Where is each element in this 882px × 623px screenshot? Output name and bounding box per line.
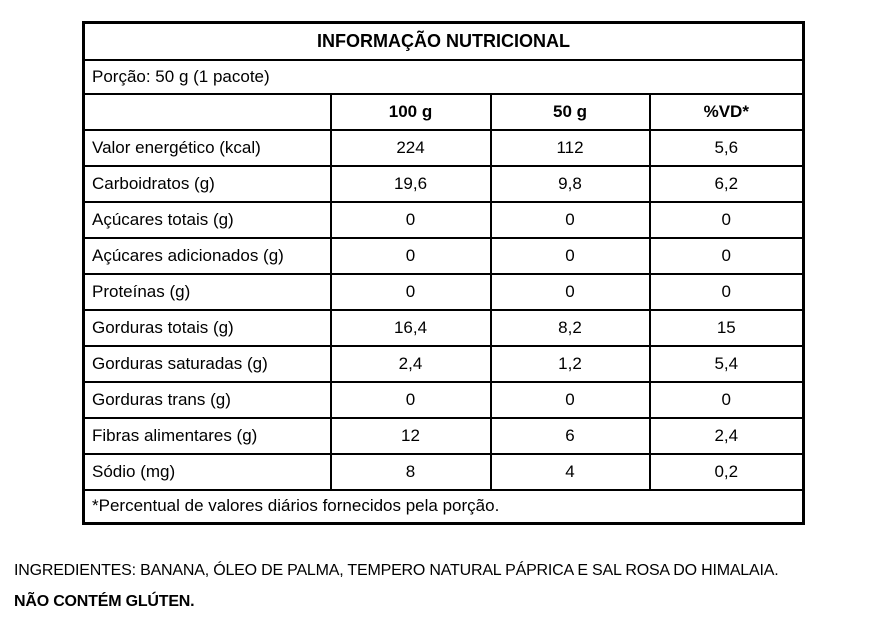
row-label: Gorduras totais (g) [82,308,332,347]
value-vd: 0 [648,272,805,311]
value-100g: 2,4 [329,344,492,383]
table-row: Valor energético (kcal) 224 112 5,6 [82,128,805,167]
value-100g: 12 [329,416,492,455]
value-vd: 15 [648,308,805,347]
row-label: Gorduras saturadas (g) [82,344,332,383]
table-row: Açúcares totais (g) 0 0 0 [82,200,805,239]
table-row: Gorduras saturadas (g) 2,4 1,2 5,4 [82,344,805,383]
gluten-free-text: NÃO CONTÉM GLÚTEN. [14,593,195,610]
value-vd: 6,2 [648,164,805,203]
value-vd: 5,6 [648,128,805,167]
table-row: Carboidratos (g) 19,6 9,8 6,2 [82,164,805,203]
table-title: INFORMAÇÃO NUTRICIONAL [82,21,805,61]
value-50g: 0 [489,236,651,275]
portion-text: Porção: 50 g (1 pacote) [82,58,805,95]
value-50g: 0 [489,272,651,311]
value-100g: 16,4 [329,308,492,347]
row-label: Proteínas (g) [82,272,332,311]
table-row: Sódio (mg) 8 4 0,2 [82,452,805,491]
value-vd: 0 [648,200,805,239]
table-row: Gorduras trans (g) 0 0 0 [82,380,805,419]
value-100g: 0 [329,236,492,275]
row-label: Fibras alimentares (g) [82,416,332,455]
value-100g: 8 [329,452,492,491]
nutrition-table: INFORMAÇÃO NUTRICIONAL Porção: 50 g (1 p… [82,21,806,525]
value-50g: 9,8 [489,164,651,203]
row-label: Açúcares totais (g) [82,200,332,239]
value-50g: 0 [489,380,651,419]
table-row: Fibras alimentares (g) 12 6 2,4 [82,416,805,455]
value-vd: 5,4 [648,344,805,383]
value-50g: 0 [489,200,651,239]
value-50g: 112 [489,128,651,167]
value-vd: 0 [648,380,805,419]
ingredients-text: INGREDIENTES: BANANA, ÓLEO DE PALMA, TEM… [14,562,779,579]
value-vd: 2,4 [648,416,805,455]
row-label: Gorduras trans (g) [82,380,332,419]
table-title-row: INFORMAÇÃO NUTRICIONAL [82,21,805,61]
column-header-vd: %VD* [648,92,805,131]
value-100g: 19,6 [329,164,492,203]
column-header-empty [82,92,332,131]
value-vd: 0 [648,236,805,275]
table-row: Açúcares adicionados (g) 0 0 0 [82,236,805,275]
row-label: Carboidratos (g) [82,164,332,203]
notes-block: INGREDIENTES: BANANA, ÓLEO DE PALMA, TEM… [14,561,779,612]
column-header-50g: 50 g [489,92,651,131]
value-50g: 4 [489,452,651,491]
footnote-row: *Percentual de valores diários fornecido… [82,488,805,525]
value-50g: 6 [489,416,651,455]
table-row: Gorduras totais (g) 16,4 8,2 15 [82,308,805,347]
value-100g: 0 [329,200,492,239]
row-label: Valor energético (kcal) [82,128,332,167]
portion-row: Porção: 50 g (1 pacote) [82,58,805,95]
value-vd: 0,2 [648,452,805,491]
value-100g: 0 [329,380,492,419]
footnote-text: *Percentual de valores diários fornecido… [82,488,805,525]
value-100g: 224 [329,128,492,167]
value-50g: 8,2 [489,308,651,347]
value-100g: 0 [329,272,492,311]
column-header-row: 100 g 50 g %VD* [82,92,805,131]
column-header-100g: 100 g [329,92,492,131]
row-label: Sódio (mg) [82,452,332,491]
row-label: Açúcares adicionados (g) [82,236,332,275]
value-50g: 1,2 [489,344,651,383]
table-row: Proteínas (g) 0 0 0 [82,272,805,311]
